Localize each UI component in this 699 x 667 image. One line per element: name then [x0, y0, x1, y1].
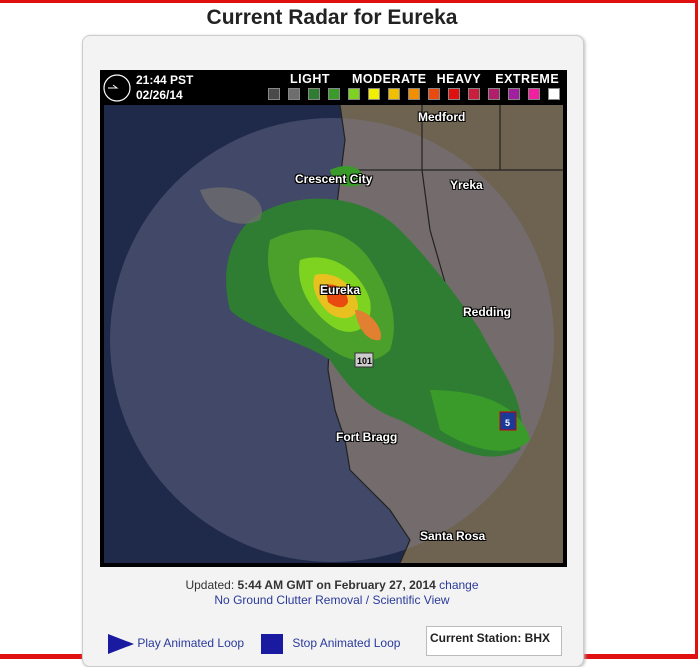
legend-extreme: EXTREME	[495, 72, 560, 86]
legend-heavy: HEAVY	[436, 72, 482, 86]
legend-swatch	[308, 88, 320, 100]
legend-swatch	[348, 88, 360, 100]
legend-moderate: MODERATE	[352, 72, 427, 86]
play-loop-button[interactable]: Play Animated Loop	[108, 634, 244, 654]
scientific-view-link[interactable]: No Ground Clutter Removal / Scientific V…	[214, 593, 450, 607]
city-crescent-city: Crescent City	[295, 172, 373, 186]
legend-swatches	[268, 88, 560, 100]
legend-swatch	[528, 88, 540, 100]
legend-swatch	[388, 88, 400, 100]
legend-swatch	[328, 88, 340, 100]
page-title: Current Radar for Eureka	[206, 6, 458, 29]
legend-swatch	[488, 88, 500, 100]
updated-time: 5:44 AM GMT on February 27, 2014	[237, 578, 436, 592]
legend-light: LIGHT	[290, 72, 330, 86]
legend-swatch	[548, 88, 560, 100]
city-santa-rosa: Santa Rosa	[420, 529, 486, 543]
stop-loop-label: Stop Animated Loop	[292, 636, 401, 651]
city-eureka: Eureka	[320, 283, 361, 297]
radar-timestamp: 21:44 PST 02/26/14	[136, 73, 193, 103]
legend-swatch	[428, 88, 440, 100]
radar-image: 101 5	[103, 74, 563, 563]
change-link[interactable]: change	[439, 578, 479, 592]
update-info: Updated: 5:44 AM GMT on February 27, 201…	[82, 578, 582, 608]
play-icon	[108, 634, 134, 654]
clock-icon	[103, 74, 131, 102]
legend-swatch	[288, 88, 300, 100]
precipitation	[200, 165, 530, 457]
legend-swatch	[368, 88, 380, 100]
city-redding: Redding	[463, 305, 511, 319]
city-medford: Medford	[418, 110, 466, 124]
legend-swatch	[468, 88, 480, 100]
play-loop-label: Play Animated Loop	[137, 636, 245, 651]
stop-loop-button[interactable]: Stop Animated Loop	[261, 634, 400, 654]
stop-icon	[261, 634, 283, 654]
legend-swatch	[508, 88, 520, 100]
radar-map[interactable]: 101 5 21:44 PST 02/26/14 LIGHT MODERATE HE…	[100, 70, 567, 567]
interstate-5-label: 5	[505, 418, 510, 428]
radar-time: 21:44 PST	[136, 73, 194, 87]
radar-date: 02/26/14	[136, 88, 183, 102]
highway-101-label: 101	[357, 356, 372, 366]
legend-swatch	[448, 88, 460, 100]
highway-101-shield	[354, 352, 374, 368]
city-fort-bragg: Fort Bragg	[336, 430, 398, 444]
city-yreka: Yreka	[450, 178, 483, 192]
legend-swatch	[268, 88, 280, 100]
updated-label: Updated:	[185, 578, 235, 592]
interstate-5-shield	[499, 411, 517, 431]
current-station[interactable]: Current Station: BHX	[426, 626, 562, 656]
legend-swatch	[408, 88, 420, 100]
legend-labels: LIGHT MODERATE HEAVY EXTREME	[290, 72, 569, 86]
